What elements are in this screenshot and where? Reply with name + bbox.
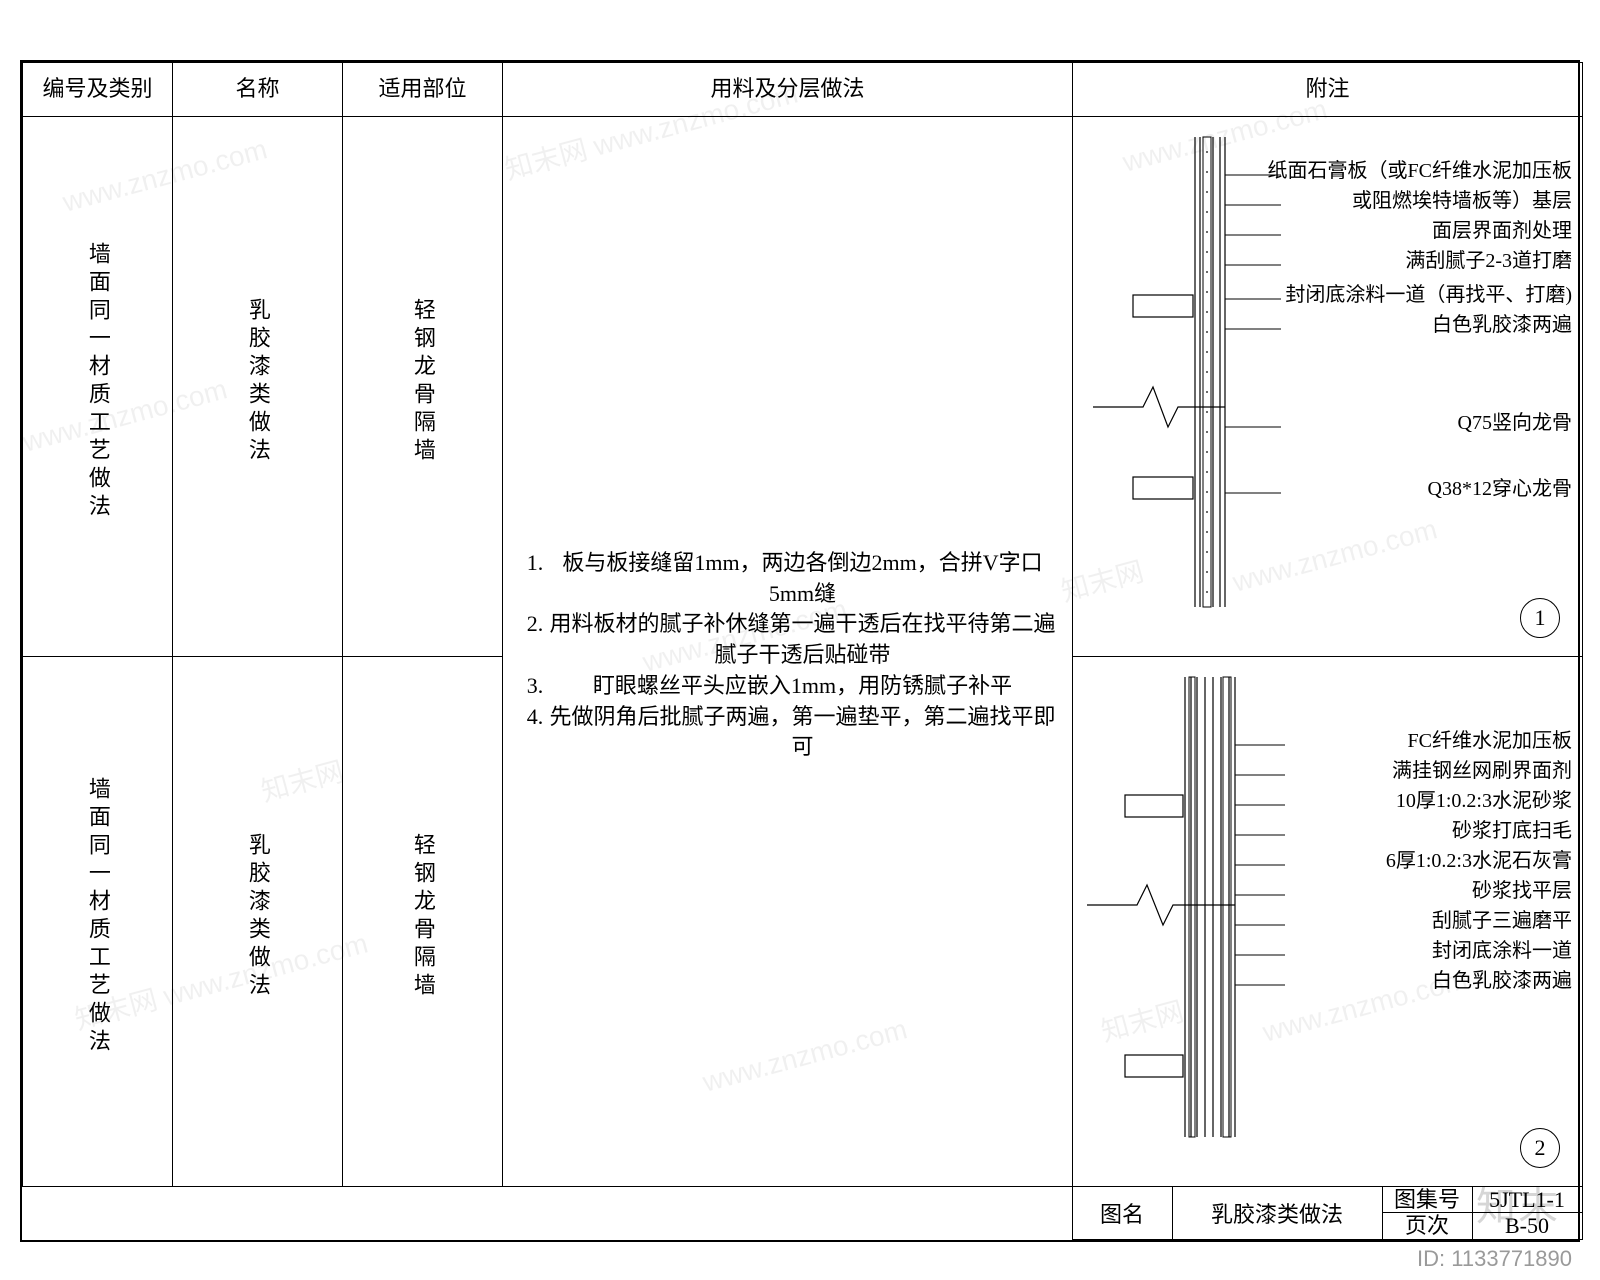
hdr-part: 适用部位	[343, 63, 503, 117]
hdr-note: 附注	[1073, 63, 1583, 117]
table-row: 墙面同一材质工艺做法 乳胶漆类做法 轻钢龙骨隔墙 1.板与板接缝留1mm，两边各…	[23, 117, 1583, 657]
label-drawing-name: 图名	[1072, 1187, 1172, 1240]
label-page: 页次	[1383, 1213, 1472, 1239]
value-set-no: 5JTL1-1	[1473, 1187, 1582, 1213]
value-page: B-50	[1473, 1213, 1582, 1239]
title-block: 图名 乳胶漆类做法 图集号 页次 5JTL1-1 B-50	[22, 1187, 1583, 1240]
cell-name: 乳胶漆类做法	[173, 117, 343, 657]
cell-name: 乳胶漆类做法	[173, 657, 343, 1187]
cell-part: 轻钢龙骨隔墙	[343, 117, 503, 657]
spec-table: 编号及类别 名称 适用部位 用料及分层做法 附注 墙面同一材质工艺做法 乳胶漆类…	[22, 62, 1583, 1187]
cell-part: 轻钢龙骨隔墙	[343, 657, 503, 1187]
cell-category: 墙面同一材质工艺做法	[23, 657, 173, 1187]
cell-diagram-2: FC纤维水泥加压板 满挂钢丝网刷界面剂 10厚1:0.2:3水泥砂浆 砂浆打底扫…	[1073, 657, 1583, 1187]
cell-diagram-1: 纸面石膏板（或FC纤维水泥加压板 或阻燃埃特墙板等）基层 面层界面剂处理 满刮腻…	[1073, 117, 1583, 657]
detail-ref-circle: 2	[1520, 1128, 1560, 1168]
label-set-no: 图集号	[1383, 1187, 1472, 1213]
header-row: 编号及类别 名称 适用部位 用料及分层做法 附注	[23, 63, 1583, 117]
hdr-category: 编号及类别	[23, 63, 173, 117]
drawing-frame: 编号及类别 名称 适用部位 用料及分层做法 附注 墙面同一材质工艺做法 乳胶漆类…	[20, 60, 1580, 1242]
value-drawing-name: 乳胶漆类做法	[1172, 1187, 1382, 1240]
cell-category: 墙面同一材质工艺做法	[23, 117, 173, 657]
image-id: ID: 1133771890	[1417, 1246, 1572, 1272]
hdr-name: 名称	[173, 63, 343, 117]
detail-ref-circle: 1	[1520, 598, 1560, 638]
cell-method: 1.板与板接缝留1mm，两边各倒边2mm，合拼V字口5mm缝 2.用料板材的腻子…	[503, 117, 1073, 1187]
hdr-method: 用料及分层做法	[503, 63, 1073, 117]
